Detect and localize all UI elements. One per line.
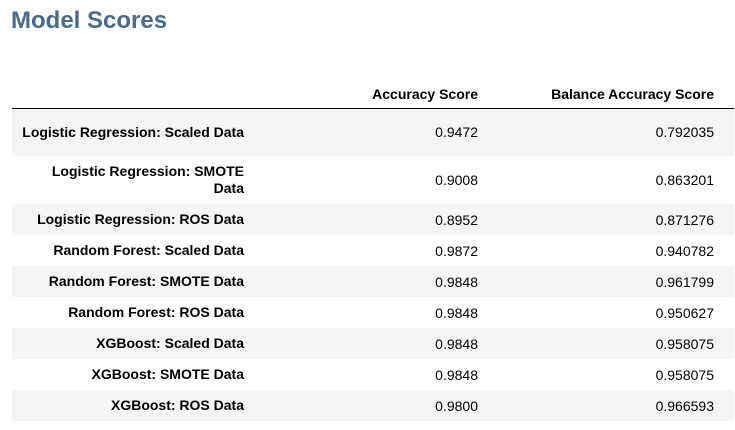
row-label: Logistic Regression: SMOTE Data bbox=[51, 163, 244, 196]
table-row: Logistic Regression: Scaled Data 0.9472 … bbox=[12, 108, 734, 156]
accuracy-cell: 0.9848 bbox=[435, 366, 478, 383]
accuracy-cell: 0.9848 bbox=[435, 335, 478, 352]
balance-accuracy-cell: 0.871276 bbox=[655, 211, 714, 228]
header-balance-accuracy-score: Balance Accuracy Score bbox=[551, 85, 714, 102]
row-label: XGBoost: SMOTE Data bbox=[91, 366, 244, 382]
accuracy-cell: 0.8952 bbox=[435, 211, 478, 228]
row-label: XGBoost: Scaled Data bbox=[96, 335, 244, 351]
balance-accuracy-cell: 0.792035 bbox=[655, 124, 714, 141]
row-label: Random Forest: ROS Data bbox=[68, 304, 244, 320]
table-row: XGBoost: Scaled Data 0.9848 0.958075 bbox=[12, 328, 734, 359]
table-row: Random Forest: ROS Data 0.9848 0.950627 bbox=[12, 297, 734, 328]
scores-table: Accuracy Score Balance Accuracy Score Lo… bbox=[12, 80, 734, 421]
header-accuracy-score: Accuracy Score bbox=[372, 85, 478, 102]
table-row: Random Forest: SMOTE Data 0.9848 0.96179… bbox=[12, 266, 734, 297]
header-index-cell bbox=[12, 80, 244, 108]
page-title: Model Scores bbox=[11, 7, 168, 34]
balance-accuracy-cell: 0.863201 bbox=[655, 172, 714, 188]
table-row: Logistic Regression: SMOTE Data 0.9008 0… bbox=[12, 156, 734, 204]
accuracy-cell: 0.9872 bbox=[435, 242, 478, 259]
balance-accuracy-cell: 0.958075 bbox=[655, 366, 714, 383]
row-label: Random Forest: SMOTE Data bbox=[48, 273, 244, 289]
balance-accuracy-cell: 0.961799 bbox=[655, 273, 714, 290]
table-body: Logistic Regression: Scaled Data 0.9472 … bbox=[12, 108, 734, 421]
balance-accuracy-cell: 0.940782 bbox=[655, 242, 714, 259]
accuracy-cell: 0.9008 bbox=[435, 172, 478, 188]
table-row: XGBoost: ROS Data 0.9800 0.966593 bbox=[12, 390, 734, 421]
balance-accuracy-cell: 0.966593 bbox=[655, 397, 714, 414]
row-label: Logistic Regression: ROS Data bbox=[37, 211, 244, 227]
row-label: Logistic Regression: Scaled Data bbox=[22, 123, 244, 140]
accuracy-cell: 0.9472 bbox=[435, 124, 478, 141]
balance-accuracy-cell: 0.958075 bbox=[655, 335, 714, 352]
accuracy-cell: 0.9848 bbox=[435, 304, 478, 321]
balance-accuracy-cell: 0.950627 bbox=[655, 304, 714, 321]
row-label: Random Forest: Scaled Data bbox=[53, 242, 244, 258]
table-row: Logistic Regression: ROS Data 0.8952 0.8… bbox=[12, 204, 734, 235]
header-row: Accuracy Score Balance Accuracy Score bbox=[12, 80, 734, 108]
row-label: XGBoost: ROS Data bbox=[110, 397, 244, 413]
table-row: Random Forest: Scaled Data 0.9872 0.9407… bbox=[12, 235, 734, 266]
accuracy-cell: 0.9800 bbox=[435, 397, 478, 414]
table-row: XGBoost: SMOTE Data 0.9848 0.958075 bbox=[12, 359, 734, 390]
accuracy-cell: 0.9848 bbox=[435, 273, 478, 290]
table-header: Accuracy Score Balance Accuracy Score bbox=[12, 80, 734, 108]
